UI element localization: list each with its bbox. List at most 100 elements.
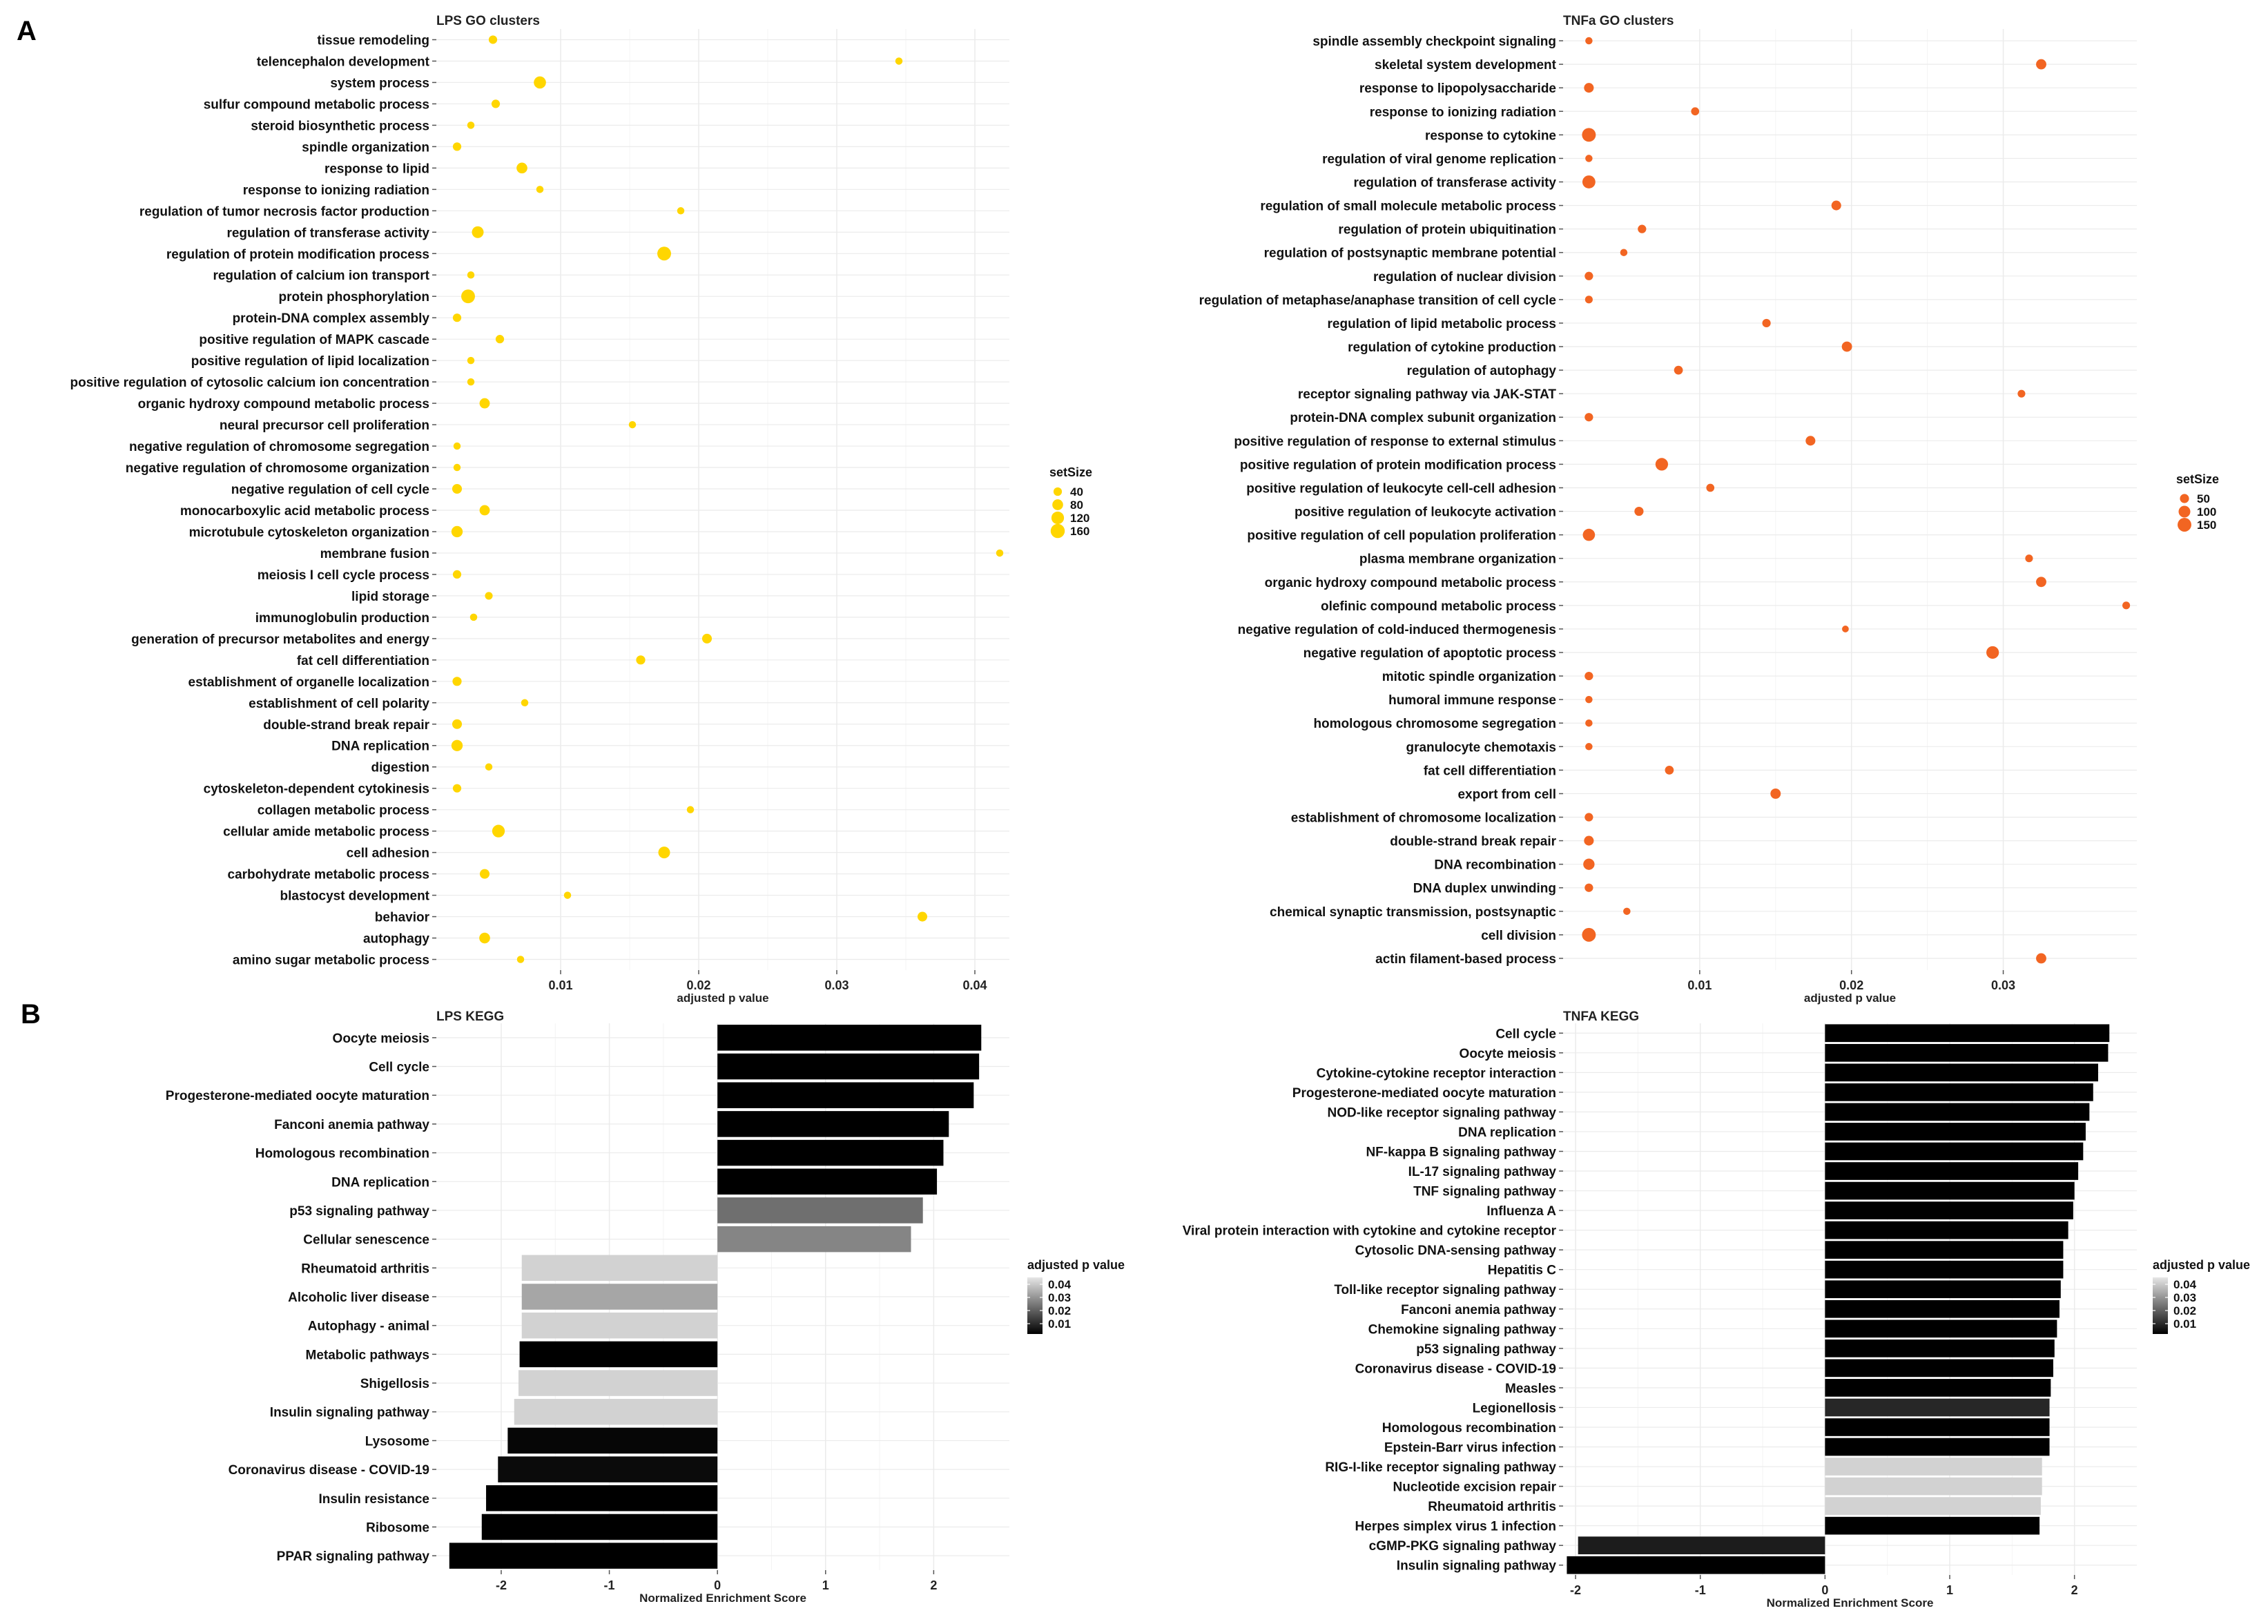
data-point	[453, 442, 461, 450]
x-axis-label: Normalized Enrichment Score	[639, 1592, 806, 1605]
category-label: cytoskeleton-dependent cytokinesis	[204, 782, 429, 797]
category-label: Ribosome	[366, 1520, 429, 1535]
data-point	[1585, 695, 1593, 704]
data-point	[2122, 601, 2131, 610]
data-point	[1584, 83, 1594, 93]
bar	[1825, 1241, 2064, 1259]
data-point	[479, 869, 490, 879]
data-point	[1638, 224, 1647, 233]
category-label: establishment of chromosome localization	[1291, 811, 1556, 826]
category-label: regulation of protein ubiquitination	[1338, 223, 1556, 238]
data-point	[1585, 743, 1593, 751]
data-point	[2025, 554, 2033, 563]
legend-colorbar	[2153, 1277, 2168, 1334]
data-point	[1582, 927, 1596, 942]
data-point	[491, 99, 501, 108]
data-point	[1841, 341, 1852, 352]
data-point	[1655, 458, 1669, 471]
category-label: regulation of tumor necrosis factor prod…	[139, 204, 429, 219]
category-label: establishment of cell polarity	[249, 697, 429, 711]
category-label: Alcoholic liver disease	[288, 1290, 429, 1305]
x-tick-label: 0.03	[1991, 978, 2015, 992]
category-label: p53 signaling pathway	[289, 1204, 429, 1219]
bar	[1825, 1162, 2079, 1180]
category-label: amino sugar metabolic process	[233, 954, 429, 968]
category-label: positive regulation of protein modificat…	[1240, 458, 1556, 472]
category-label: double-strand break repair	[263, 718, 429, 733]
panel-2: LPS KEGG -2 -1 0 1 2 Normalized Enrichment Sco…	[166, 1009, 1125, 1605]
bar	[1825, 1201, 2073, 1219]
category-label: positive regulation of response to exter…	[1234, 434, 1556, 449]
legend-key	[1053, 487, 1063, 496]
category-label: Chemokine signaling pathway	[1368, 1322, 1557, 1337]
category-label: Insulin signaling pathway	[1397, 1559, 1557, 1574]
bar	[486, 1485, 718, 1511]
category-label: Progesterone-mediated oocyte maturation	[166, 1089, 429, 1103]
category-label: regulation of cytokine production	[1348, 340, 1556, 355]
category-label: regulation of nuclear division	[1373, 270, 1556, 284]
category-label: neural precursor cell proliferation	[220, 418, 429, 433]
category-label: collagen metabolic process	[258, 804, 429, 818]
category-label: Legionellosis	[1473, 1401, 1556, 1415]
category-label: Cytokine-cytokine receptor interaction	[1317, 1066, 1556, 1081]
legend-label: 50	[2197, 492, 2210, 505]
legend-label: 160	[1070, 525, 1089, 538]
bar	[481, 1514, 718, 1540]
bar	[1825, 1516, 2040, 1535]
bar	[717, 1053, 980, 1080]
bar	[1825, 1418, 2050, 1436]
category-label: protein phosphorylation	[279, 290, 430, 304]
legend-label: 100	[2197, 505, 2216, 519]
data-point	[658, 847, 670, 859]
category-label: fat cell differentiation	[297, 654, 429, 668]
data-point	[452, 313, 462, 322]
category-label: actin filament-based process	[1375, 952, 1556, 967]
data-point	[469, 613, 478, 621]
category-label: organic hydroxy compound metabolic proce…	[1265, 576, 1556, 590]
category-label: Fanconi anemia pathway	[274, 1118, 429, 1132]
category-label: export from cell	[1457, 787, 1556, 802]
category-label: sulfur compound metabolic process	[204, 97, 429, 112]
chart-title: TNFA KEGG	[1563, 1009, 1639, 1024]
category-label: Insulin resistance	[318, 1492, 429, 1507]
category-label: Lysosome	[365, 1434, 429, 1449]
category-label: IL-17 signaling pathway	[1408, 1165, 1557, 1179]
bar	[1825, 1299, 2059, 1318]
bar	[521, 1312, 718, 1339]
category-label: cell division	[1481, 929, 1556, 943]
bar	[717, 1139, 944, 1166]
data-point	[1691, 107, 1700, 116]
category-label: lipid storage	[351, 590, 429, 604]
data-point	[1584, 835, 1594, 846]
data-point	[485, 763, 493, 771]
data-point	[1805, 436, 1816, 446]
bar	[514, 1398, 718, 1425]
data-point	[453, 463, 461, 472]
bar	[1825, 1043, 2109, 1062]
category-label: microtubule cytoskeleton organization	[189, 525, 429, 540]
panel-label-b: B	[21, 999, 41, 1030]
category-label: Nucleotide excision repair	[1393, 1480, 1556, 1495]
legend-label: 0.03	[2173, 1291, 2196, 1304]
bar	[1825, 1260, 2064, 1279]
data-point	[452, 483, 463, 494]
data-point	[2036, 577, 2046, 588]
category-label: cellular amide metabolic process	[223, 825, 429, 840]
category-label: spindle assembly checkpoint signaling	[1312, 35, 1556, 49]
data-point	[1584, 671, 1593, 681]
x-tick-label: 1	[822, 1578, 829, 1592]
category-label: regulation of postsynaptic membrane pote…	[1264, 246, 1556, 261]
bar	[717, 1082, 974, 1108]
bar	[521, 1284, 718, 1310]
data-point	[1831, 200, 1841, 211]
bar	[1825, 1320, 2057, 1338]
category-label: establishment of organelle localization	[188, 675, 429, 690]
data-point	[479, 398, 490, 409]
bar	[1825, 1398, 2050, 1417]
data-point	[495, 335, 505, 344]
bar	[1825, 1438, 2050, 1456]
data-point	[521, 699, 529, 707]
category-label: Insulin signaling pathway	[270, 1406, 430, 1420]
bar	[1567, 1556, 1825, 1574]
